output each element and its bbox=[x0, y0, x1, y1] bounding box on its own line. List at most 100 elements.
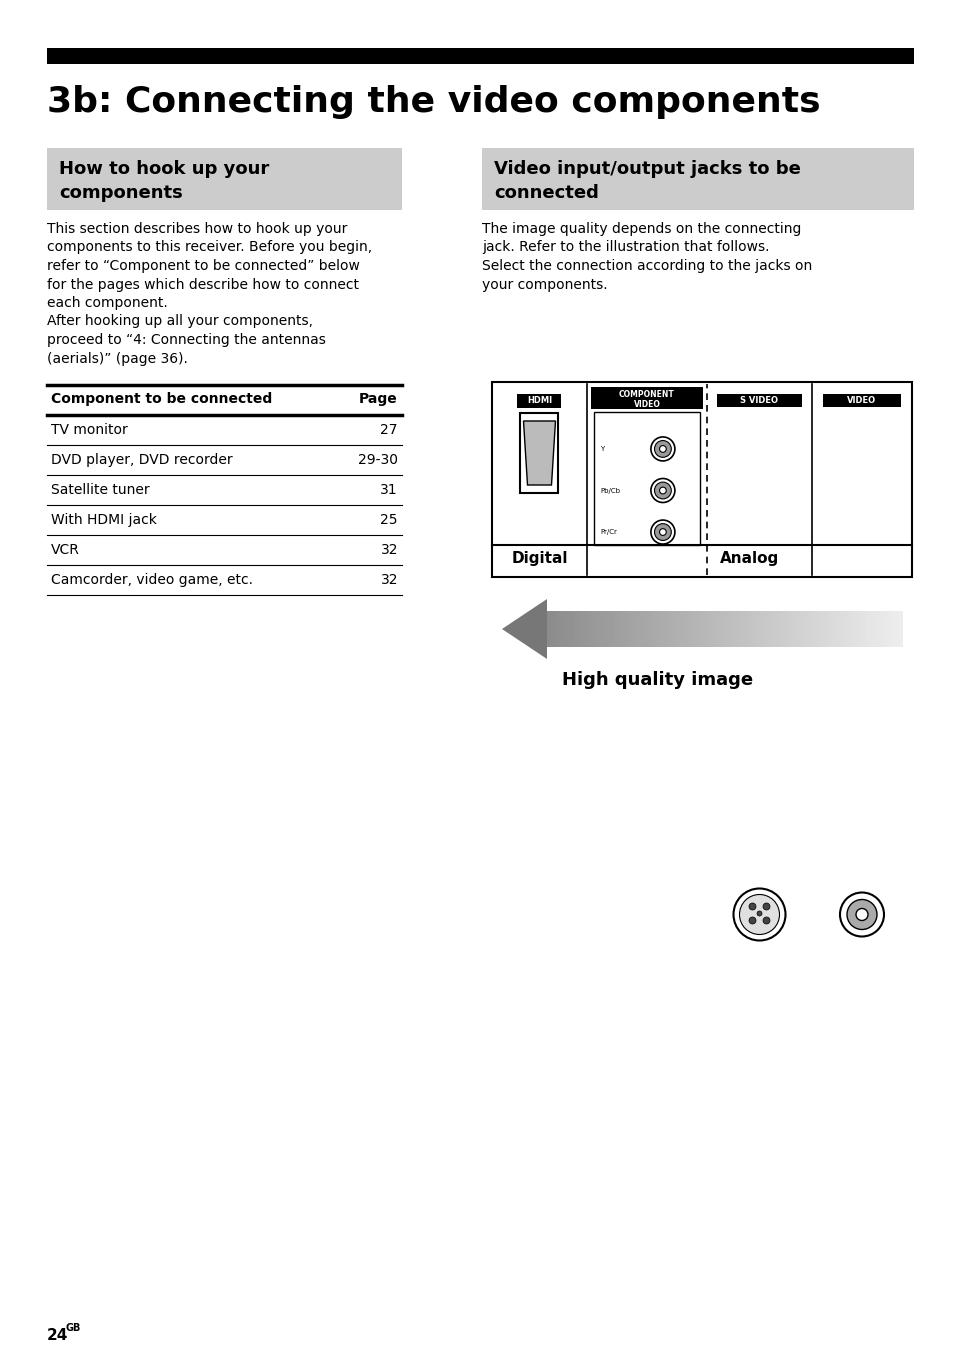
Bar bbox=[520, 412, 558, 493]
Polygon shape bbox=[569, 611, 574, 648]
Text: The image quality depends on the connecting: The image quality depends on the connect… bbox=[481, 222, 801, 237]
Polygon shape bbox=[599, 611, 605, 648]
Polygon shape bbox=[808, 611, 814, 648]
Polygon shape bbox=[746, 611, 751, 648]
Circle shape bbox=[762, 917, 769, 923]
Polygon shape bbox=[897, 611, 902, 648]
Text: for the pages which describe how to connect: for the pages which describe how to conn… bbox=[47, 277, 358, 292]
Text: HDMI: HDMI bbox=[526, 396, 552, 406]
Polygon shape bbox=[795, 611, 801, 648]
Polygon shape bbox=[631, 611, 636, 648]
Polygon shape bbox=[830, 611, 836, 648]
Circle shape bbox=[757, 911, 761, 917]
Polygon shape bbox=[626, 611, 632, 648]
Text: Component to be connected: Component to be connected bbox=[51, 392, 272, 406]
Text: 24: 24 bbox=[47, 1328, 69, 1343]
Polygon shape bbox=[773, 611, 778, 648]
Text: High quality image: High quality image bbox=[561, 671, 752, 690]
Text: Video input/output jacks to be
connected: Video input/output jacks to be connected bbox=[494, 160, 800, 201]
Polygon shape bbox=[790, 611, 796, 648]
Polygon shape bbox=[684, 611, 689, 648]
Text: GB: GB bbox=[66, 1324, 81, 1333]
Text: DVD player, DVD recorder: DVD player, DVD recorder bbox=[51, 453, 233, 466]
Text: Select the connection according to the jacks on: Select the connection according to the j… bbox=[481, 260, 811, 273]
Polygon shape bbox=[777, 611, 782, 648]
Text: TV monitor: TV monitor bbox=[51, 423, 128, 437]
Polygon shape bbox=[800, 611, 804, 648]
Polygon shape bbox=[768, 611, 774, 648]
Polygon shape bbox=[715, 611, 720, 648]
Polygon shape bbox=[892, 611, 898, 648]
Polygon shape bbox=[737, 611, 742, 648]
Bar bbox=[822, 393, 900, 407]
Text: (aerials)” (page 36).: (aerials)” (page 36). bbox=[47, 352, 188, 365]
Text: 32: 32 bbox=[380, 544, 397, 557]
Polygon shape bbox=[559, 611, 565, 648]
Polygon shape bbox=[843, 611, 849, 648]
Text: refer to “Component to be connected” below: refer to “Component to be connected” bel… bbox=[47, 260, 359, 273]
Text: S VIDEO: S VIDEO bbox=[740, 396, 778, 406]
Text: Y: Y bbox=[599, 446, 603, 452]
Polygon shape bbox=[803, 611, 809, 648]
Text: VIDEO: VIDEO bbox=[846, 396, 876, 406]
Polygon shape bbox=[835, 611, 840, 648]
Circle shape bbox=[659, 446, 665, 453]
Text: 29-30: 29-30 bbox=[357, 453, 397, 466]
Polygon shape bbox=[865, 611, 871, 648]
Polygon shape bbox=[701, 611, 707, 648]
Circle shape bbox=[650, 521, 674, 544]
Polygon shape bbox=[728, 611, 734, 648]
Polygon shape bbox=[653, 611, 659, 648]
Circle shape bbox=[748, 903, 755, 910]
Text: Camcorder, video game, etc.: Camcorder, video game, etc. bbox=[51, 573, 253, 587]
Polygon shape bbox=[666, 611, 672, 648]
Polygon shape bbox=[883, 611, 889, 648]
Text: Page: Page bbox=[359, 392, 397, 406]
Text: your components.: your components. bbox=[481, 277, 607, 292]
Polygon shape bbox=[857, 611, 862, 648]
Bar bbox=[47, 49, 913, 64]
Text: 32: 32 bbox=[380, 573, 397, 587]
Text: Analog: Analog bbox=[720, 552, 779, 566]
Text: After hooking up all your components,: After hooking up all your components, bbox=[47, 315, 313, 329]
Polygon shape bbox=[710, 611, 716, 648]
Text: 27: 27 bbox=[380, 423, 397, 437]
Polygon shape bbox=[821, 611, 826, 648]
Polygon shape bbox=[648, 611, 654, 648]
Polygon shape bbox=[848, 611, 853, 648]
Polygon shape bbox=[608, 611, 614, 648]
Polygon shape bbox=[720, 611, 724, 648]
Polygon shape bbox=[556, 611, 560, 648]
Text: proceed to “4: Connecting the antennas: proceed to “4: Connecting the antennas bbox=[47, 333, 326, 347]
Polygon shape bbox=[604, 611, 610, 648]
Bar bbox=[47, 147, 401, 210]
Polygon shape bbox=[825, 611, 831, 648]
Circle shape bbox=[659, 529, 665, 535]
Polygon shape bbox=[888, 611, 893, 648]
Polygon shape bbox=[755, 611, 760, 648]
Text: With HDMI jack: With HDMI jack bbox=[51, 512, 156, 527]
Polygon shape bbox=[698, 611, 702, 648]
Circle shape bbox=[739, 895, 779, 934]
Polygon shape bbox=[658, 611, 662, 648]
Text: Pr/Cr: Pr/Cr bbox=[599, 529, 617, 535]
Text: jack. Refer to the illustration that follows.: jack. Refer to the illustration that fol… bbox=[481, 241, 769, 254]
Circle shape bbox=[855, 909, 867, 921]
Polygon shape bbox=[675, 611, 680, 648]
Bar bbox=[594, 412, 700, 545]
Polygon shape bbox=[852, 611, 858, 648]
Polygon shape bbox=[578, 611, 583, 648]
Polygon shape bbox=[582, 611, 587, 648]
Text: 31: 31 bbox=[380, 483, 397, 498]
Circle shape bbox=[654, 523, 671, 541]
Circle shape bbox=[840, 892, 883, 937]
Polygon shape bbox=[523, 420, 555, 485]
Text: Satellite tuner: Satellite tuner bbox=[51, 483, 150, 498]
Polygon shape bbox=[501, 599, 546, 658]
Polygon shape bbox=[546, 611, 552, 648]
Polygon shape bbox=[661, 611, 667, 648]
Polygon shape bbox=[763, 611, 769, 648]
Polygon shape bbox=[817, 611, 822, 648]
Polygon shape bbox=[564, 611, 570, 648]
Circle shape bbox=[659, 487, 665, 493]
